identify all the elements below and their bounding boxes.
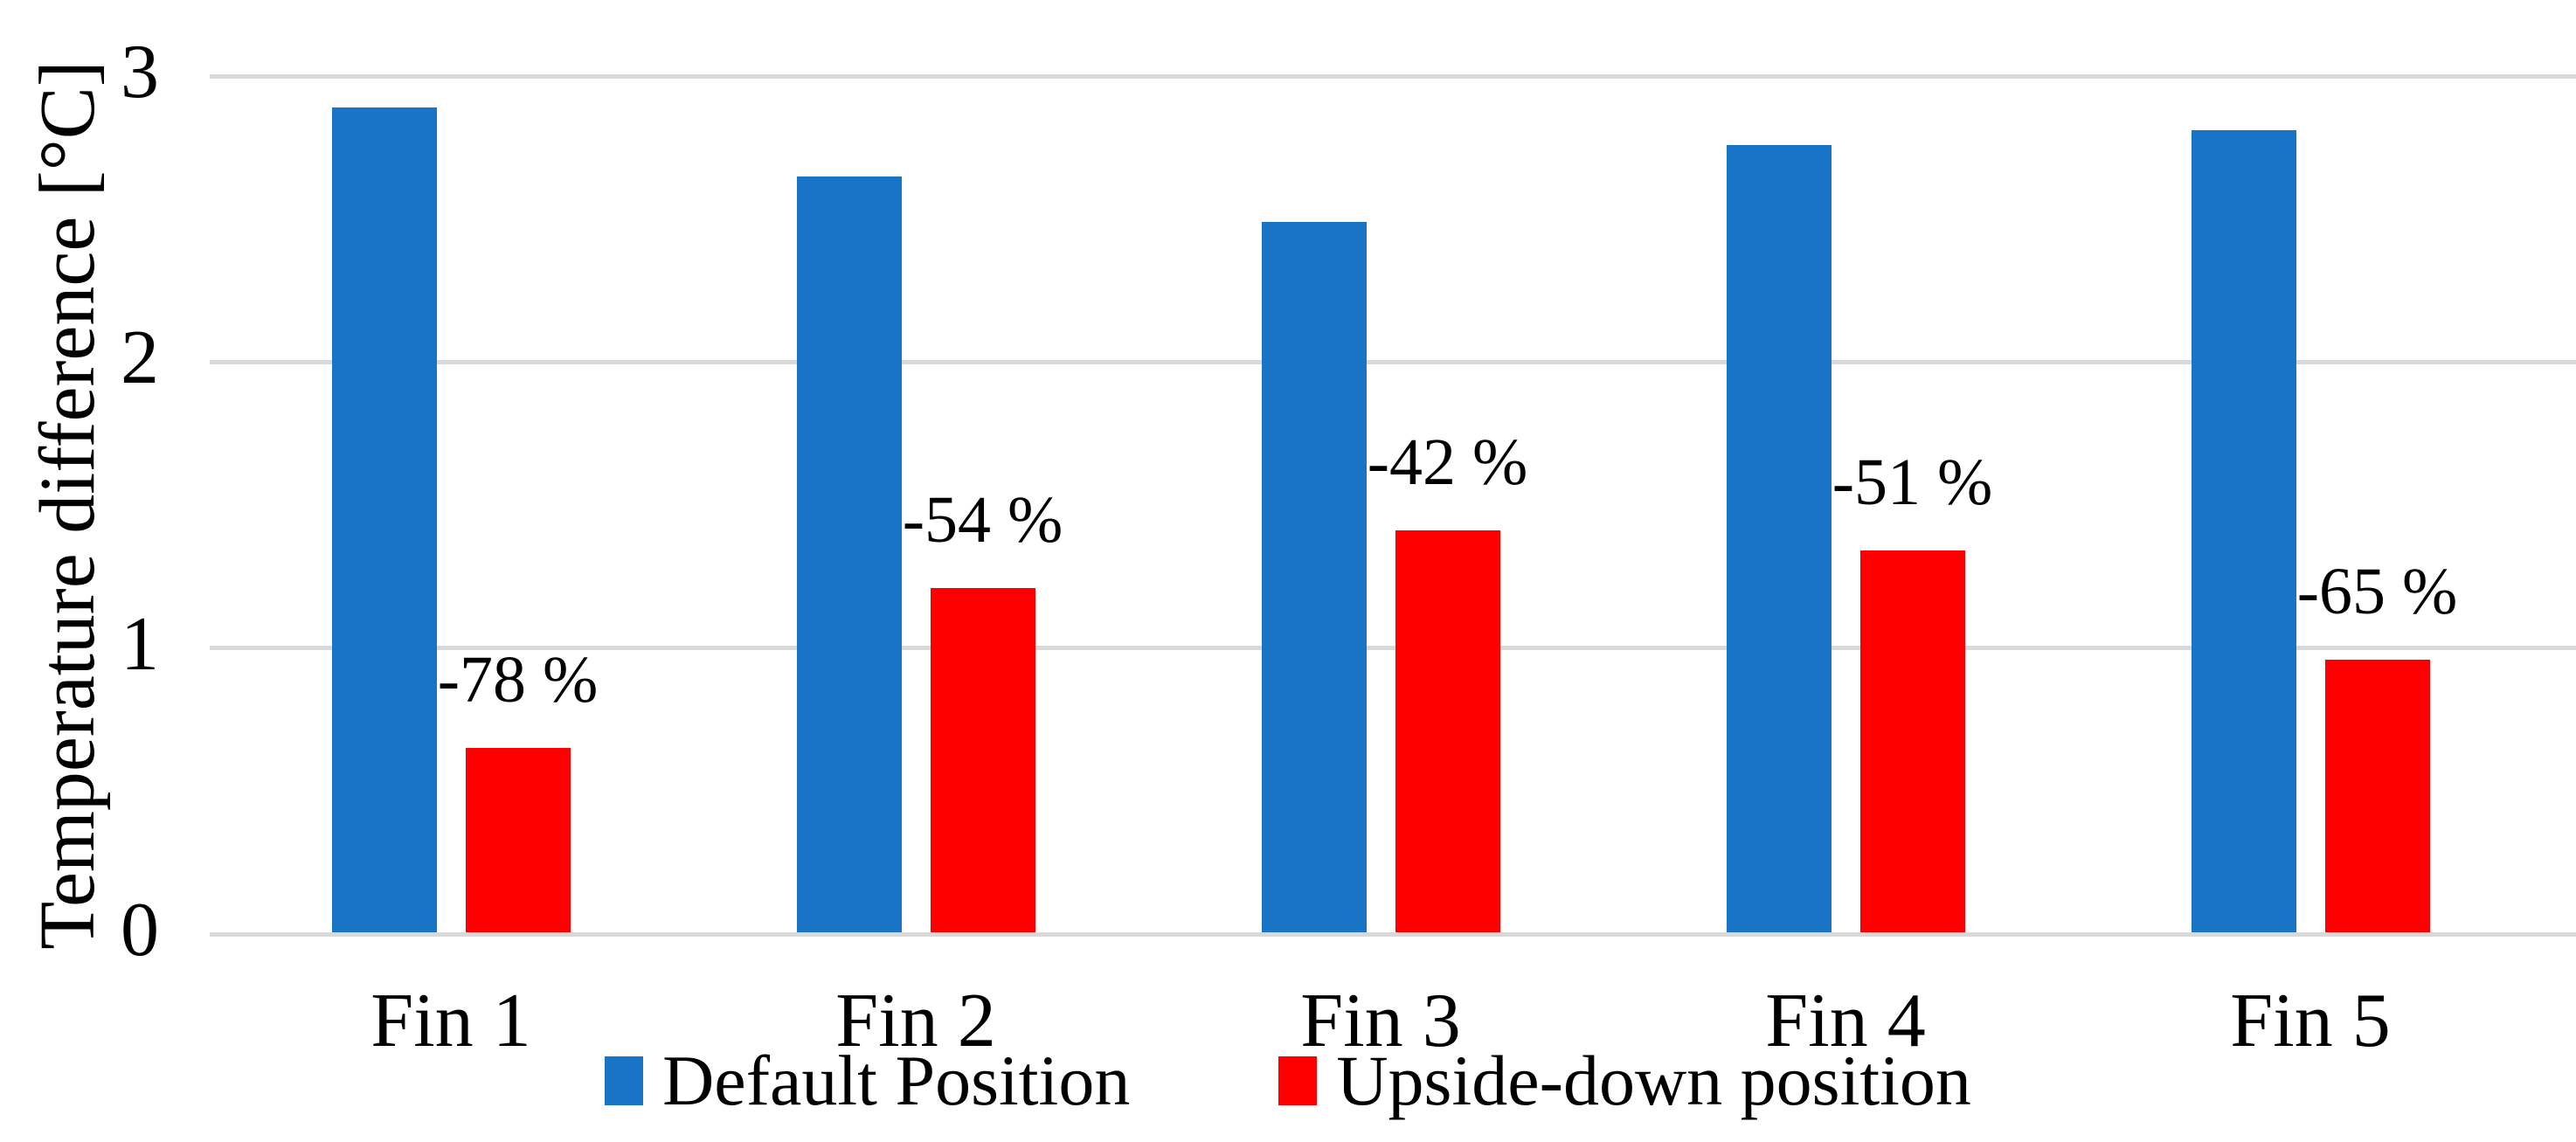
y-tick-label-1: 1 (121, 601, 159, 687)
bar-upside-down-position-3 (1395, 530, 1500, 934)
bar-upside-down-position-4 (1859, 550, 1965, 934)
legend-marker-icon-red (1278, 1056, 1318, 1105)
legend-item-default-position: Default Position (605, 1045, 1130, 1117)
legend-label-default-position: Default Position (662, 1041, 1131, 1120)
y-tick-label-0: 0 (121, 888, 159, 972)
bar-default-position-3 (1261, 221, 1367, 934)
bar-default-position-1 (331, 107, 437, 934)
y-tick-label-3: 3 (121, 30, 159, 114)
data-label-2: -54 % (902, 482, 1063, 557)
data-label-5: -65 % (2296, 554, 2458, 628)
bar-upside-down-position-5 (2324, 659, 2430, 934)
category-label-3: Fin 3 (1300, 979, 1461, 1063)
legend-label-upside-down-position: Upside-down position (1336, 1041, 1971, 1120)
bar-default-position-4 (1726, 144, 1832, 934)
category-label-5: Fin 5 (2230, 979, 2391, 1063)
gridline-y-1 (210, 646, 2576, 651)
bar-upside-down-position-2 (930, 587, 1035, 934)
gridline-y-3 (210, 73, 2576, 79)
gridline-y-2 (210, 359, 2576, 364)
legend: Default Position Upside-down position (0, 1045, 2576, 1117)
data-label-3: -42 % (1367, 426, 1528, 500)
bar-default-position-5 (2191, 130, 2296, 934)
legend-item-upside-down-position: Upside-down position (1278, 1045, 1971, 1117)
bar-default-position-2 (796, 176, 902, 934)
data-label-1: -78 % (437, 643, 599, 717)
bar-upside-down-position-1 (465, 748, 571, 934)
x-axis-line (210, 931, 2576, 937)
category-label-4: Fin 4 (1765, 979, 1926, 1063)
category-label-2: Fin 2 (835, 979, 996, 1063)
y-tick-label-2: 2 (121, 315, 159, 401)
legend-marker-icon-blue (605, 1056, 644, 1105)
data-label-4: -51 % (1832, 446, 1993, 520)
category-label-1: Fin 1 (370, 979, 531, 1063)
